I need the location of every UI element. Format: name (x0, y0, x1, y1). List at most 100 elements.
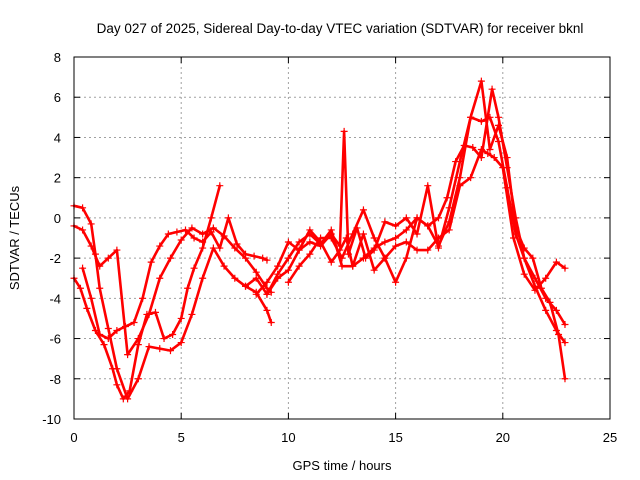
data-point (295, 238, 303, 246)
data-point (252, 290, 260, 298)
y-tick-label: 0 (54, 211, 61, 226)
data-point (220, 262, 228, 270)
y-tick-label: -2 (49, 251, 61, 266)
data-point (207, 228, 215, 236)
data-point (546, 298, 554, 306)
data-point (79, 204, 87, 212)
data-point (109, 365, 117, 373)
data-point (113, 246, 121, 254)
data-point (199, 230, 207, 238)
data-point (456, 174, 464, 182)
data-point (199, 244, 207, 252)
data-point (177, 339, 185, 347)
data-point (424, 182, 432, 190)
data-point (181, 226, 189, 234)
data-point (263, 256, 271, 264)
data-point (445, 218, 453, 226)
data-point (359, 230, 367, 238)
data-point (177, 236, 185, 244)
data-point (147, 258, 155, 266)
y-tick-label: 6 (54, 90, 61, 105)
data-point (130, 318, 138, 326)
data-point (87, 220, 95, 228)
data-point (402, 214, 410, 222)
data-point (424, 246, 432, 254)
data-point (190, 234, 198, 242)
plot-area (70, 77, 569, 403)
data-point (124, 351, 132, 359)
data-point (452, 158, 460, 166)
data-point (231, 274, 239, 282)
data-point (173, 228, 181, 236)
data-point (145, 343, 153, 351)
data-point (190, 264, 198, 272)
data-point (402, 254, 410, 262)
data-point (561, 264, 569, 272)
data-point (209, 244, 217, 252)
data-point (295, 246, 303, 254)
y-tick-label: 4 (54, 130, 61, 145)
data-point (104, 254, 112, 262)
data-point (100, 341, 108, 349)
data-point (359, 254, 367, 262)
data-point (443, 194, 451, 202)
data-point (338, 254, 346, 262)
data-point (284, 278, 292, 286)
data-point (467, 113, 475, 121)
data-point (561, 339, 569, 347)
data-point (542, 306, 550, 314)
x-tick-labels: 0 5 10 15 20 25 (70, 430, 617, 445)
data-point (537, 284, 545, 292)
data-point (188, 224, 196, 232)
data-point (177, 314, 185, 322)
data-point (263, 290, 271, 298)
data-point (166, 254, 174, 262)
data-point (495, 137, 503, 145)
data-point (83, 304, 91, 312)
x-tick-label: 25 (603, 430, 617, 445)
plot-frame (73, 56, 611, 420)
data-point (209, 224, 217, 232)
data-point (113, 327, 121, 335)
data-point (104, 325, 112, 332)
data-point (338, 262, 346, 270)
data-point (552, 306, 560, 314)
data-point (252, 274, 260, 282)
data-point (344, 250, 352, 258)
data-point (242, 250, 250, 258)
data-point (317, 240, 325, 248)
data-point (370, 234, 378, 242)
data-point (370, 244, 378, 252)
data-point (79, 226, 87, 234)
x-tick-label: 10 (281, 430, 295, 445)
data-point (160, 335, 168, 343)
y-tick-label: -8 (49, 372, 61, 387)
x-tick-label: 0 (70, 430, 77, 445)
data-point (263, 278, 271, 286)
series-4 (79, 214, 271, 343)
data-point (392, 222, 400, 230)
data-point (561, 320, 569, 328)
data-point (284, 238, 292, 246)
data-point (274, 270, 282, 278)
data-point (151, 308, 159, 316)
data-point (169, 331, 177, 339)
data-point (104, 335, 112, 343)
data-point (340, 127, 348, 135)
data-point (96, 284, 104, 292)
x-axis-label: GPS time / hours (293, 458, 392, 473)
data-point (349, 230, 357, 238)
data-point (370, 266, 378, 274)
data-point (555, 331, 563, 339)
data-point (156, 242, 164, 250)
data-point (79, 264, 87, 272)
series-line (72, 204, 273, 401)
data-point (76, 284, 84, 292)
data-point (274, 262, 282, 270)
data-point (306, 230, 314, 238)
data-point (477, 154, 485, 162)
data-point (284, 266, 292, 274)
data-point (259, 254, 267, 262)
data-point (166, 347, 174, 355)
